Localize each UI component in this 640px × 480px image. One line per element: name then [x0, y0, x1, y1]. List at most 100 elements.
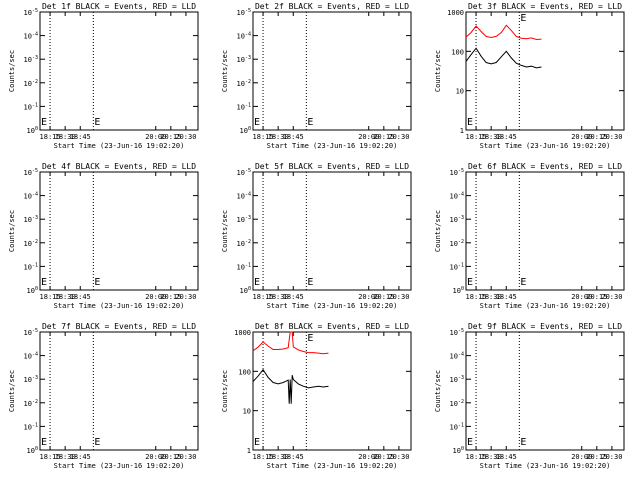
- x-tick-label: 18:30: [55, 133, 76, 141]
- y-tick-label: 10-3: [24, 55, 38, 64]
- panel-title: Det 7f BLACK = Events, RED = LLD: [42, 322, 196, 331]
- x-tick-label: 18:45: [496, 293, 517, 301]
- y-tick-label: 10-2: [237, 239, 251, 248]
- panel-title: Det 6f BLACK = Events, RED = LLD: [468, 162, 622, 171]
- x-tick-label: 20:15: [160, 453, 181, 461]
- x-tick-label: 20:15: [586, 293, 607, 301]
- y-axis-label: Counts/sec: [221, 370, 229, 412]
- x-tick-label: 20:30: [388, 133, 409, 141]
- y-tick-label: 10: [456, 88, 464, 96]
- y-tick-label: 10-1: [24, 422, 38, 431]
- y-tick-label: 10-5: [24, 168, 38, 177]
- e-marker-label: E: [520, 277, 526, 288]
- y-tick-label: 10: [243, 408, 251, 416]
- x-tick-label: 18:30: [481, 453, 502, 461]
- y-tick-label: 1: [460, 127, 464, 135]
- x-axis-label: Start Time (23-Jun-16 19:02:20): [480, 462, 611, 470]
- y-tick-label: 100: [240, 126, 251, 135]
- plot-frame: [252, 331, 412, 451]
- e-marker-label: E: [254, 277, 260, 288]
- x-tick-label: 20:15: [160, 293, 181, 301]
- x-tick-label: 18:15: [466, 293, 487, 301]
- x-tick-label: 20:15: [586, 133, 607, 141]
- x-tick-label: 18:15: [466, 133, 487, 141]
- y-tick-label: 100: [27, 446, 38, 455]
- y-tick-label: 100: [451, 48, 464, 56]
- x-tick-label: 20:15: [373, 133, 394, 141]
- x-tick-label: 18:15: [253, 133, 274, 141]
- x-tick-label: 20:30: [175, 453, 196, 461]
- y-tick-label: 100: [27, 286, 38, 295]
- detector-panel: Det 1f BLACK = Events, RED = LLD 100 10-1 1…: [8, 2, 199, 150]
- y-tick-label: 1000: [234, 329, 251, 337]
- y-tick-label: 10-1: [237, 102, 251, 111]
- x-tick-label: 18:45: [70, 293, 91, 301]
- x-tick-label: 20:00: [358, 133, 379, 141]
- x-tick-label: 18:15: [40, 453, 61, 461]
- y-tick-label: 10-4: [24, 352, 38, 361]
- y-tick-label: 10-3: [24, 375, 38, 384]
- plot-frame: [39, 331, 199, 451]
- y-tick-label: 10-5: [450, 328, 464, 337]
- y-axis-label: Counts/sec: [8, 50, 16, 92]
- x-axis-label: Start Time (23-Jun-16 19:02:20): [480, 302, 611, 310]
- y-tick-label: 10-4: [450, 192, 464, 201]
- panel-title: Det 4f BLACK = Events, RED = LLD: [42, 162, 196, 171]
- x-tick-label: 20:00: [145, 133, 166, 141]
- y-axis-label: Counts/sec: [434, 370, 442, 412]
- y-tick-label: 10-4: [450, 352, 464, 361]
- y-tick-label: 100: [240, 286, 251, 295]
- plot-frame: [39, 11, 199, 131]
- x-tick-label: 18:30: [55, 293, 76, 301]
- y-tick-label: 10-4: [237, 32, 251, 41]
- x-tick-label: 18:45: [283, 133, 304, 141]
- y-tick-label: 10-2: [24, 239, 38, 248]
- x-axis-label: Start Time (23-Jun-16 19:02:20): [54, 142, 185, 150]
- x-tick-label: 20:15: [586, 453, 607, 461]
- plot-frame: [465, 11, 625, 131]
- x-axis-label: Start Time (23-Jun-16 19:02:20): [480, 142, 611, 150]
- e-marker-label: E: [467, 277, 473, 288]
- y-tick-label: 10-5: [24, 328, 38, 337]
- panel-title: Det 8f BLACK = Events, RED = LLD: [255, 322, 409, 331]
- x-tick-label: 18:45: [70, 453, 91, 461]
- detector-panel: Det 8f BLACK = Events, RED = LLD 1 10 100 10…: [221, 322, 412, 470]
- y-tick-label: 10-4: [24, 32, 38, 41]
- plot-frame: [465, 331, 625, 451]
- y-tick-label: 10-1: [24, 102, 38, 111]
- x-tick-label: 20:15: [373, 293, 394, 301]
- x-tick-label: 20:00: [571, 453, 592, 461]
- e-marker-label: E: [307, 333, 313, 344]
- x-axis-label: Start Time (23-Jun-16 19:02:20): [267, 462, 398, 470]
- y-tick-label: 100: [453, 286, 464, 295]
- y-tick-label: 10-3: [237, 55, 251, 64]
- y-tick-label: 10-5: [450, 168, 464, 177]
- y-tick-label: 10-3: [450, 375, 464, 384]
- e-marker-label: E: [254, 437, 260, 448]
- x-tick-label: 18:15: [253, 293, 274, 301]
- x-tick-label: 20:00: [145, 293, 166, 301]
- x-tick-label: 18:30: [268, 293, 289, 301]
- x-tick-label: 20:00: [358, 453, 379, 461]
- x-tick-label: 18:30: [481, 133, 502, 141]
- plot-frame: [252, 11, 412, 131]
- series-line: [252, 368, 329, 404]
- y-tick-label: 10-5: [237, 168, 251, 177]
- y-axis-label: Counts/sec: [8, 210, 16, 252]
- y-axis-label: Counts/sec: [434, 50, 442, 92]
- y-tick-label: 10-2: [450, 399, 464, 408]
- x-tick-label: 20:30: [175, 133, 196, 141]
- detector-panel: Det 9f BLACK = Events, RED = LLD 100 10-1 1…: [434, 322, 625, 470]
- detector-panel: Det 3f BLACK = Events, RED = LLD 1 10 100 10…: [434, 2, 625, 150]
- x-tick-label: 18:15: [466, 453, 487, 461]
- series-line: [465, 47, 542, 69]
- x-axis-label: Start Time (23-Jun-16 19:02:20): [54, 302, 185, 310]
- y-tick-label: 10-2: [24, 79, 38, 88]
- y-tick-label: 10-2: [24, 399, 38, 408]
- x-tick-label: 20:30: [601, 133, 622, 141]
- panel-title: Det 5f BLACK = Events, RED = LLD: [255, 162, 409, 171]
- plot-frame: [252, 171, 412, 291]
- x-tick-label: 18:45: [496, 453, 517, 461]
- y-tick-label: 1000: [447, 9, 464, 17]
- e-marker-label: E: [307, 277, 313, 288]
